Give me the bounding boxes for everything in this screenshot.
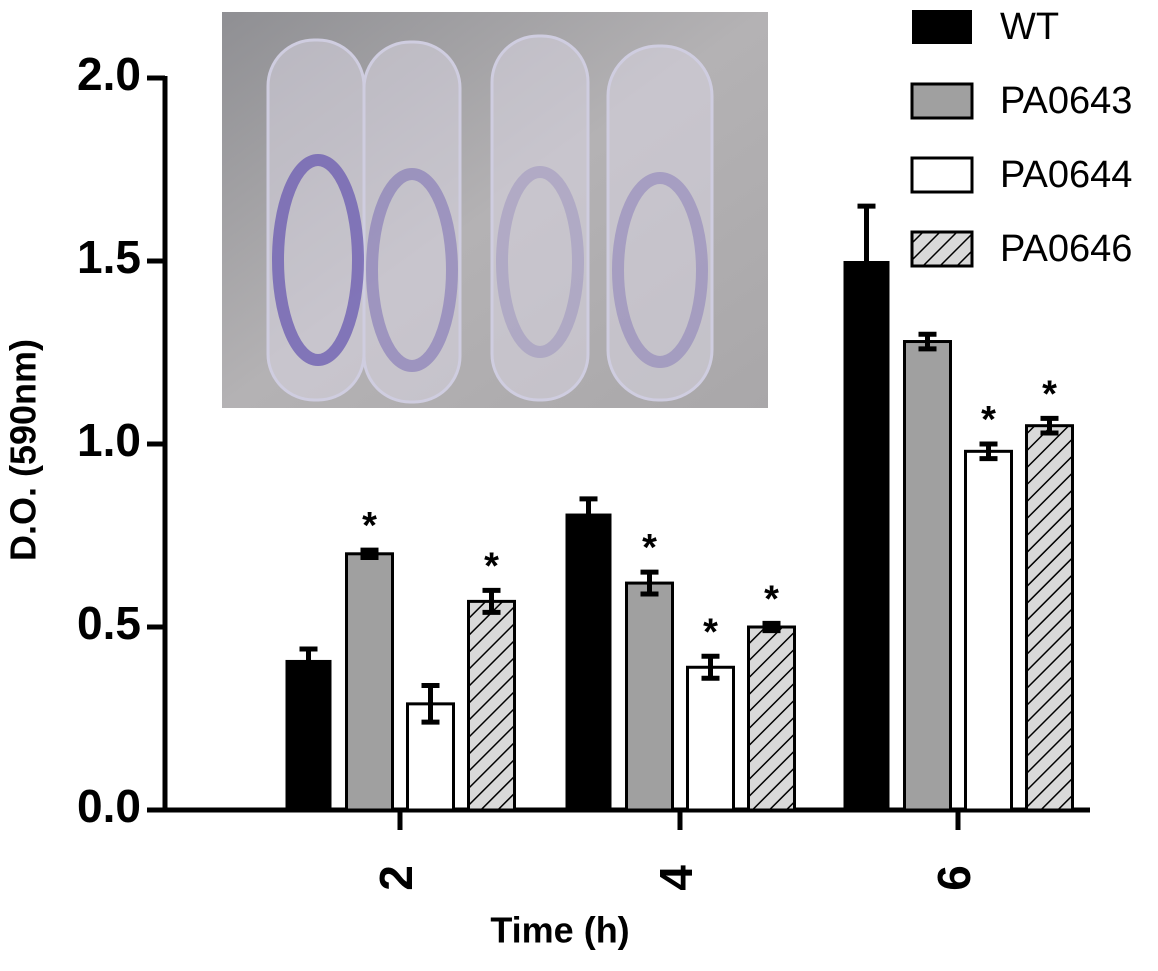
bar xyxy=(467,599,516,812)
bar xyxy=(625,581,674,812)
y-tick-label: 0.0 xyxy=(77,780,141,832)
legend-swatch xyxy=(910,156,974,194)
error-bar xyxy=(701,653,720,681)
x-axis-label: Time (h) xyxy=(490,910,629,951)
bar xyxy=(964,449,1013,812)
significance-marker: * xyxy=(703,611,718,653)
y-axis-label: D.O. (590nm) xyxy=(3,339,44,561)
legend-label: PA0646 xyxy=(1000,228,1132,270)
bar xyxy=(747,625,796,812)
photo-inset xyxy=(222,12,768,408)
legend-swatch xyxy=(910,230,974,268)
error-bar xyxy=(360,547,379,560)
error-bar xyxy=(299,646,318,674)
error-bar xyxy=(1040,415,1059,436)
significance-marker: * xyxy=(1042,373,1057,415)
y-tick-label: 1.5 xyxy=(77,231,141,283)
error-bar xyxy=(918,331,937,352)
error-bar xyxy=(482,587,501,615)
x-tick-label: 4 xyxy=(650,865,702,891)
x-tick-label: 6 xyxy=(928,865,980,891)
bar xyxy=(285,659,332,810)
y-tick-label: 2.0 xyxy=(77,48,141,100)
error-bar xyxy=(640,569,659,597)
legend-label: WT xyxy=(1000,6,1059,48)
bar xyxy=(565,513,612,810)
bar xyxy=(843,261,890,810)
error-bar xyxy=(579,496,598,531)
legend-swatch xyxy=(910,82,974,120)
error-bar xyxy=(979,441,998,462)
significance-marker: * xyxy=(362,505,377,547)
error-bar xyxy=(762,620,781,634)
y-tick-label: 0.5 xyxy=(77,597,141,649)
significance-marker: * xyxy=(642,527,657,569)
significance-marker: * xyxy=(764,578,779,620)
error-bar xyxy=(857,203,876,319)
y-tick-label: 1.0 xyxy=(77,414,141,466)
legend-label: PA0644 xyxy=(1000,154,1132,196)
legend-label: PA0643 xyxy=(1000,80,1132,122)
bar xyxy=(686,665,735,812)
significance-marker: * xyxy=(981,399,996,441)
legend-swatch xyxy=(912,10,972,44)
bar xyxy=(345,552,394,812)
significance-marker: * xyxy=(484,545,499,587)
bar xyxy=(1025,424,1074,812)
x-tick-label: 2 xyxy=(370,865,422,891)
error-bar xyxy=(421,683,440,725)
bar xyxy=(903,340,952,812)
